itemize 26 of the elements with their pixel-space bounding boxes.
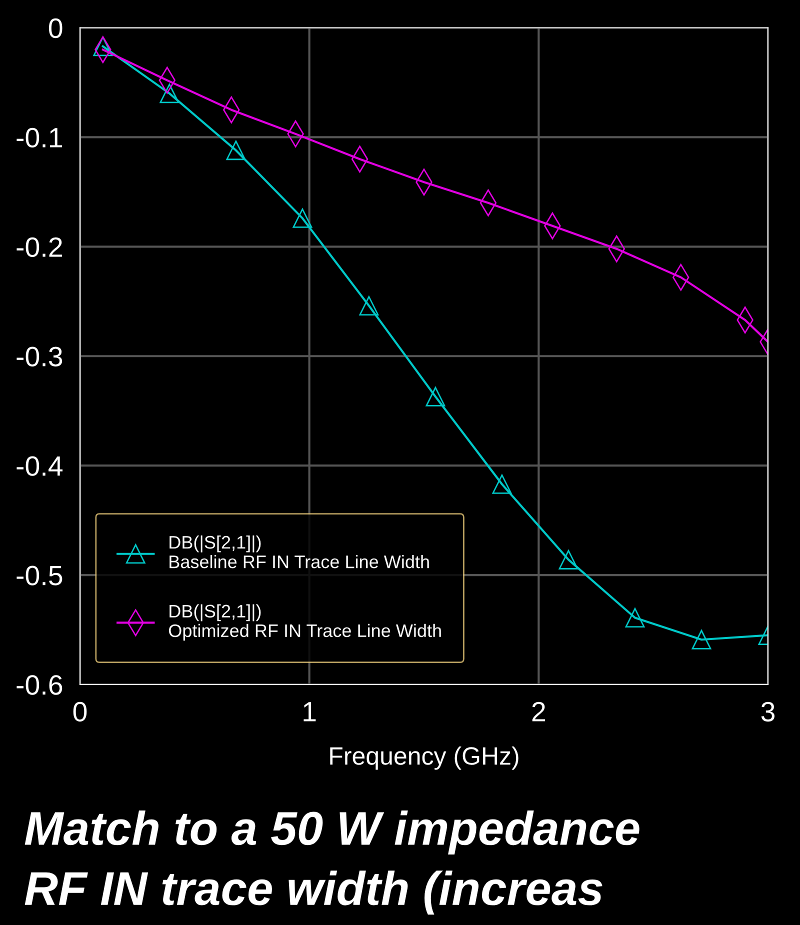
x-tick-label: 2	[532, 702, 545, 722]
x-tick-label: 1	[304, 702, 316, 722]
y-tick-label: -0.3	[16, 346, 62, 366]
point	[692, 630, 712, 650]
text: RF IN trace width (increas	[24, 870, 602, 915]
y-tick-label: 0	[48, 18, 62, 38]
y-tick-label: -0.2	[16, 237, 62, 258]
text: Match to a 50 W impedance	[24, 810, 640, 855]
y-tick-label: -0.4	[16, 456, 63, 476]
y-tick-label: -0.5	[16, 566, 62, 586]
legend-label: DB(|S[2,1]|) Optimized RF IN Trace Line Width	[168, 604, 441, 641]
point	[93, 36, 113, 56]
point	[292, 208, 312, 228]
point	[426, 386, 446, 406]
point	[558, 550, 578, 570]
point	[492, 474, 512, 494]
point	[625, 608, 645, 628]
point	[226, 140, 246, 160]
y-tick-label: -0.6	[16, 675, 62, 695]
x-tick-label: 3	[761, 702, 775, 722]
y-tick-label: -0.1	[16, 128, 62, 148]
point	[160, 84, 180, 104]
point	[359, 296, 379, 316]
legend-label: DB(|S[2,1]|) Baseline RF IN Trace Line Width	[170, 535, 429, 568]
x-axis-title: Frequency (GHz)	[330, 746, 518, 770]
x-tick-label: 0	[73, 702, 87, 722]
